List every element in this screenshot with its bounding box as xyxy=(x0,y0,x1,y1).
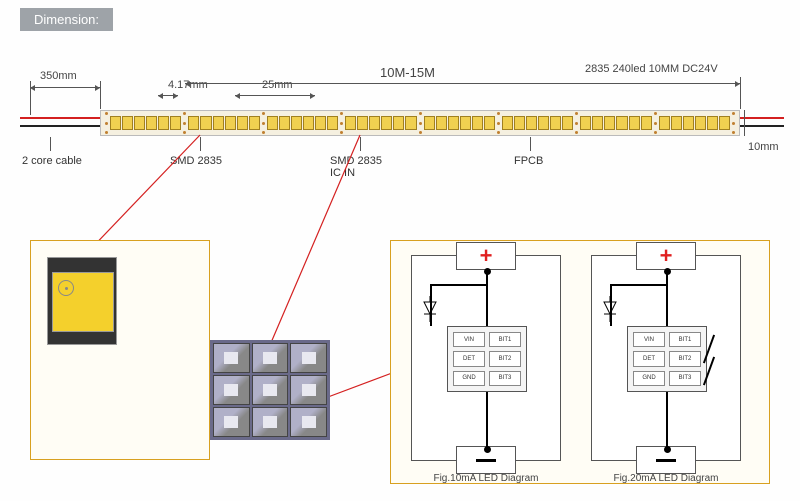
smd-detail-panel xyxy=(30,240,210,460)
ic-chip: VIN BIT1 DET BIT2 GND BIT3 xyxy=(627,326,707,392)
circuit-panel: + VIN BIT1 DET BIT2 GND BIT3 Fig.10mA LE… xyxy=(390,240,770,484)
circuit-10ma: + VIN BIT1 DET BIT2 GND BIT3 Fig.10mA LE… xyxy=(411,255,561,461)
pad-positive: + xyxy=(636,242,696,270)
ic-photo-grid xyxy=(210,340,330,440)
pad-positive: + xyxy=(456,242,516,270)
fig-caption-20ma: Fig.20mA LED Diagram xyxy=(592,473,740,484)
smd-2835-closeup xyxy=(47,257,117,345)
ic-chip: VIN BIT1 DET BIT2 GND BIT3 xyxy=(447,326,527,392)
fig-caption-10ma: Fig.10mA LED Diagram xyxy=(412,473,560,484)
circuit-20ma: + VIN BIT1 DET BIT2 GND BIT3 Fig.20mA LE… xyxy=(591,255,741,461)
